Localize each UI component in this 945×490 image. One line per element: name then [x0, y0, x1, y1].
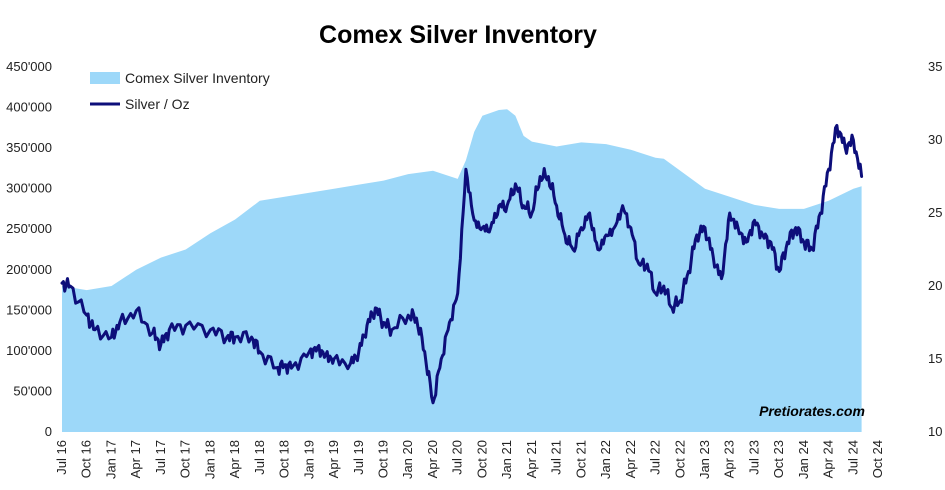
y-right-tick-label: 15 [928, 351, 942, 366]
y-left-tick-label: 250'000 [6, 221, 52, 236]
x-tick-label: Apr 18 [227, 440, 242, 478]
x-tick-label: Apr 21 [524, 440, 539, 478]
y-right-tick-label: 20 [928, 278, 942, 293]
legend-label-inventory: Comex Silver Inventory [125, 70, 270, 86]
x-tick-label: Jul 24 [845, 440, 860, 475]
y-left-tick-label: 200'000 [6, 262, 52, 277]
x-tick-label: Oct 20 [474, 440, 489, 478]
x-tick-label: Jul 23 [746, 440, 761, 475]
y-right-tick-label: 30 [928, 132, 942, 147]
x-tick-label: Jul 17 [153, 440, 168, 475]
x-tick-label: Jan 19 [301, 440, 316, 479]
y-left-tick-label: 350'000 [6, 140, 52, 155]
y-right-tick-label: 25 [928, 205, 942, 220]
x-tick-label: Apr 22 [623, 440, 638, 478]
x-tick-label: Oct 18 [277, 440, 292, 478]
y-left-tick-label: 300'000 [6, 181, 52, 196]
y-right-tick-label: 35 [928, 59, 942, 74]
y-right-tick-label: 10 [928, 424, 942, 439]
x-tick-label: Apr 23 [722, 440, 737, 478]
silver-price-line [60, 123, 864, 405]
x-tick-label: Jul 16 [54, 440, 69, 475]
y-left-tick-label: 50'000 [13, 383, 52, 398]
y-axis-right: 10 15 20 25 30 35 [928, 59, 942, 439]
x-tick-label: Jul 21 [549, 440, 564, 475]
x-tick-label: Jan 20 [400, 440, 415, 479]
y-left-tick-label: 400'000 [6, 100, 52, 115]
y-left-tick-label: 150'000 [6, 302, 52, 317]
x-tick-label: Apr 17 [128, 440, 143, 478]
watermark: Pretiorates.com [759, 403, 865, 419]
x-tick-label: Apr 19 [326, 440, 341, 478]
x-tick-label: Jul 18 [252, 440, 267, 475]
x-tick-label: Jul 20 [450, 440, 465, 475]
x-tick-label: Jul 22 [648, 440, 663, 475]
chart-title: Comex Silver Inventory [319, 21, 597, 49]
y-left-tick-label: 100'000 [6, 343, 52, 358]
y-left-tick-label: 450'000 [6, 59, 52, 74]
x-tick-label: Jan 17 [103, 440, 118, 479]
y-axis-left: 0 50'000 100'000 150'000 200'000 250'000 300'0… [6, 59, 52, 439]
inventory-area [62, 109, 862, 432]
legend-swatch-inventory [90, 72, 120, 84]
x-axis: Jul 16 Oct 16 Jan 17 Apr 17 Jul 17 Oct 17 Jan … [54, 440, 885, 479]
x-tick-label: Oct 23 [771, 440, 786, 478]
x-tick-label: Oct 17 [178, 440, 193, 478]
x-tick-label: Oct 21 [573, 440, 588, 478]
x-tick-label: Jan 23 [697, 440, 712, 479]
x-tick-label: Apr 24 [821, 440, 836, 478]
x-tick-label: Jan 22 [598, 440, 613, 479]
legend-label-silver: Silver / Oz [125, 96, 190, 112]
x-tick-label: Jul 19 [351, 440, 366, 475]
y-left-tick-label: 0 [45, 424, 52, 439]
x-tick-label: Jan 18 [202, 440, 217, 479]
plot-area [60, 109, 864, 432]
x-tick-label: Jan 21 [499, 440, 514, 479]
legend: Comex Silver Inventory Silver / Oz [90, 70, 270, 112]
x-tick-label: Oct 16 [79, 440, 94, 478]
x-tick-label: Oct 19 [375, 440, 390, 478]
x-tick-label: Jan 24 [796, 440, 811, 479]
x-tick-label: Oct 24 [870, 440, 885, 478]
x-tick-label: Oct 22 [672, 440, 687, 478]
x-tick-label: Apr 20 [425, 440, 440, 478]
